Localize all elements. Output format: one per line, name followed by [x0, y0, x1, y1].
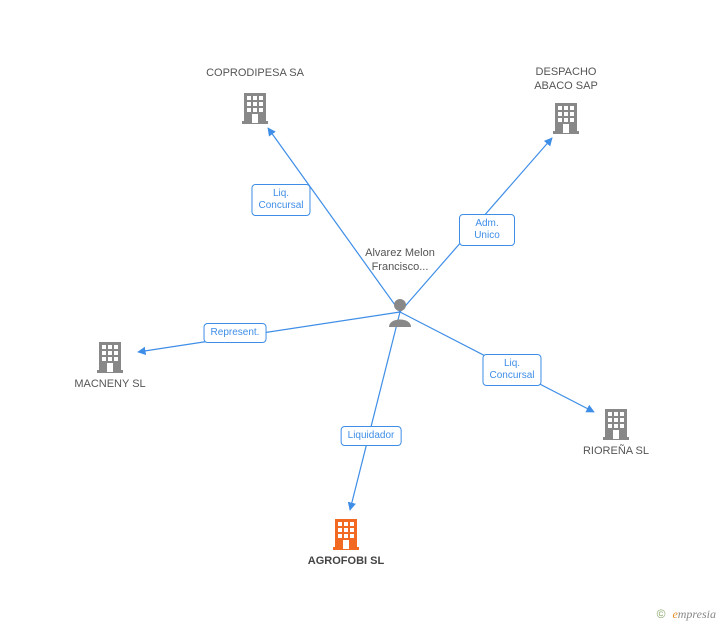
building-icon-despacho[interactable]: [551, 101, 581, 135]
node-label-despacho: DESPACHO ABACO SAP: [534, 66, 598, 94]
edge-label-despacho: Adm. Unico: [459, 214, 515, 246]
watermark: © empresia: [657, 607, 716, 622]
edge-label-riorena: Liq. Concursal: [482, 354, 541, 386]
edge-coprodipesa: [268, 128, 400, 312]
copyright-symbol: ©: [657, 607, 666, 621]
edge-label-coprodipesa: Liq. Concursal: [251, 184, 310, 216]
network-canvas: [0, 0, 728, 630]
node-label-coprodipesa: COPRODIPESA SA: [206, 67, 304, 81]
building-icon-macneny[interactable]: [95, 340, 125, 374]
person-icon[interactable]: [385, 295, 415, 329]
node-label-riorena: RIOREÑA SL: [583, 445, 649, 459]
node-label-agrofobi: AGROFOBI SL: [308, 555, 384, 569]
edge-agrofobi: [350, 312, 400, 510]
building-icon-agrofobi[interactable]: [331, 517, 361, 551]
edge-label-macneny: Represent.: [204, 323, 267, 343]
building-icon-riorena[interactable]: [601, 407, 631, 441]
brand-rest: mpresia: [678, 607, 716, 621]
building-icon-coprodipesa[interactable]: [240, 91, 270, 125]
edge-macneny: [138, 312, 400, 352]
center-node-label: Alvarez Melon Francisco...: [360, 247, 440, 275]
edge-label-agrofobi: Liquidador: [341, 426, 402, 446]
node-label-macneny: MACNENY SL: [74, 378, 145, 392]
